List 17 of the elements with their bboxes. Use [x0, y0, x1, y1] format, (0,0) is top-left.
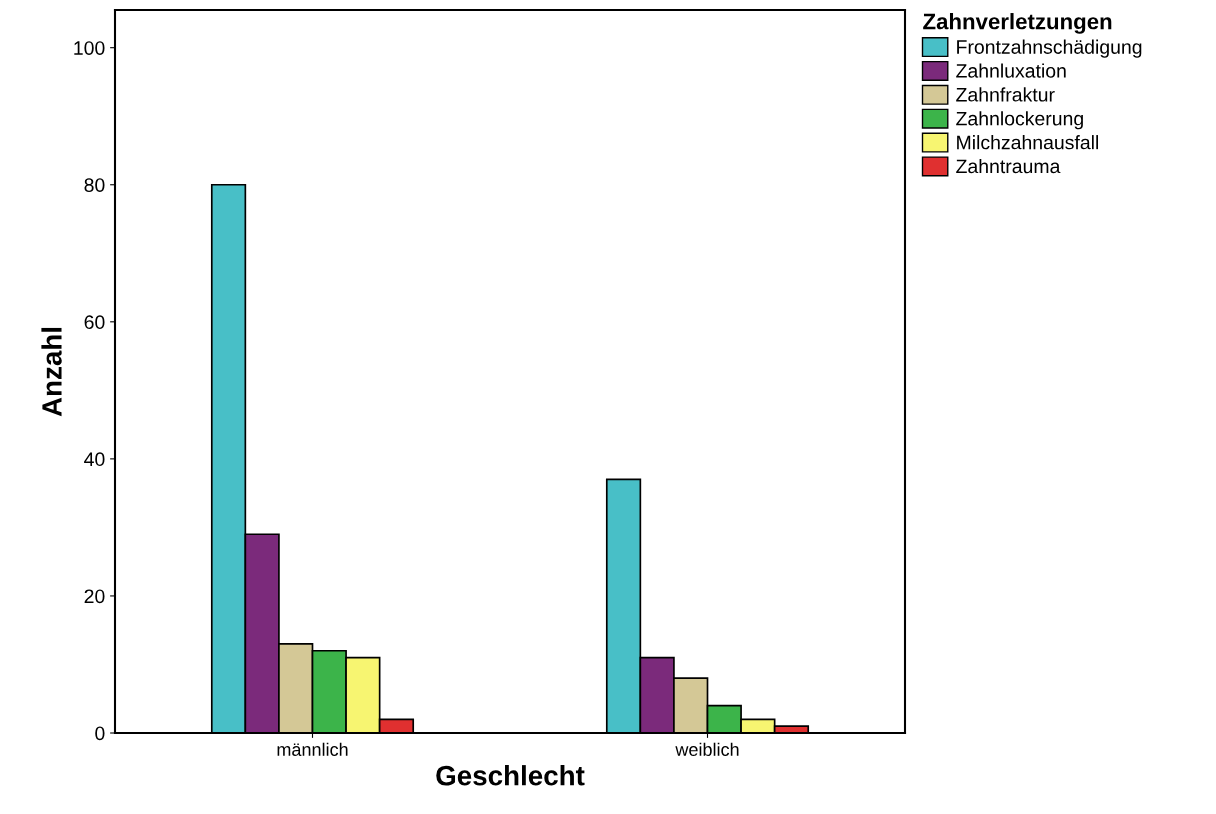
y-tick-label: 0	[95, 726, 105, 741]
legend-label: Frontzahnschädigung	[957, 39, 1142, 58]
y-tick-label: 60	[84, 315, 105, 330]
x-axis-title: Geschlecht	[436, 765, 585, 786]
y-tick-label: 20	[84, 589, 105, 604]
legend-label: Zahnfraktur	[956, 87, 1055, 102]
legend-title: Zahnverletzungen	[923, 13, 1112, 34]
y-tick-label: 100	[74, 41, 105, 55]
x-tick-label: weiblich	[675, 742, 739, 756]
x-tick-label: männlich	[277, 742, 348, 756]
legend-label: Zahnluxation	[956, 63, 1066, 78]
legend-label: Milchzahnausfall	[957, 135, 1098, 150]
legend-label: Zahnlockerung	[956, 111, 1083, 130]
y-tick-label: 40	[84, 452, 105, 467]
legend-label: Zahntrauma	[956, 158, 1061, 174]
y-tick-label: 80	[84, 178, 105, 192]
y-axis-title: Anzahl	[41, 327, 62, 417]
